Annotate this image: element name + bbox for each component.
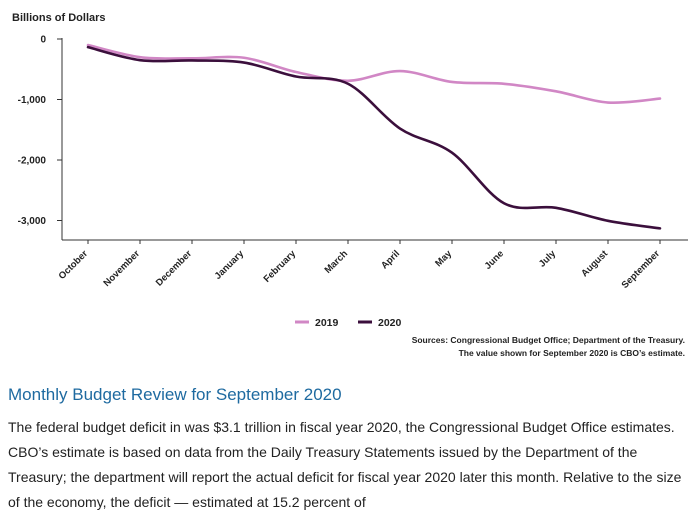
y-axis-unit-label: Billions of Dollars	[12, 12, 106, 24]
x-tick-label: March	[323, 248, 351, 276]
x-tick-label: November	[101, 248, 142, 289]
x-axis-ticks: October November December January February Ma…	[57, 240, 663, 291]
legend-label-2019: 2019	[315, 317, 339, 329]
legend-label-2020: 2020	[378, 317, 402, 329]
x-tick-label: July	[537, 248, 559, 270]
series-line-2020	[86, 45, 662, 230]
source-note-line-1: Sources: Congressional Budget Office; De…	[412, 335, 685, 345]
x-tick-label: August	[579, 248, 611, 280]
article-body: The federal budget deficit in was $3.1 t…	[8, 419, 682, 510]
article-section: Monthly Budget Review for September 2020…	[8, 385, 692, 515]
source-note-line-2: The value shown for September 2020 is CB…	[459, 348, 685, 358]
legend: 2019 2020	[295, 317, 402, 329]
x-tick-label: May	[433, 248, 454, 269]
y-tick-label: -3,000	[18, 216, 47, 227]
y-tick-label: -2,000	[18, 156, 47, 167]
series-lines	[86, 43, 662, 230]
series-line-2019	[86, 43, 662, 105]
x-tick-label: January	[213, 248, 247, 282]
x-tick-label: December	[154, 248, 194, 288]
deficit-line-chart: Billions of Dollars 0-1,000-2,000-3,000 …	[12, 12, 688, 358]
x-tick-label: June	[483, 248, 506, 271]
y-tick-label: 0	[40, 35, 46, 46]
x-tick-label: October	[57, 248, 91, 282]
y-tick-label: -1,000	[18, 95, 47, 106]
x-tick-label: September	[620, 248, 663, 291]
y-axis-ticks: 0 -1,000 -2,000 -3,000	[18, 35, 62, 227]
x-tick-label: April	[379, 248, 402, 271]
x-tick-label: February	[262, 248, 299, 285]
axes	[61, 38, 688, 241]
article-title[interactable]: Monthly Budget Review for September 2020	[8, 385, 342, 404]
